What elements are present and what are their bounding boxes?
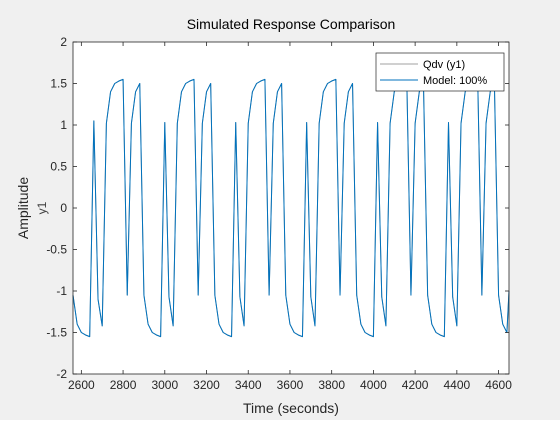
- x-tick-label: 4400: [443, 378, 470, 392]
- x-tick-label: 4000: [360, 378, 387, 392]
- x-axis-label: Time (seconds): [243, 400, 339, 416]
- y-tick-label: -1.5: [46, 326, 67, 340]
- x-axis-ticks: 2600 2800 3000 3200 3400 3600 3800 4000 4200 4400…: [68, 42, 512, 392]
- y-tick-label: 0.5: [50, 160, 67, 174]
- y-tick-label: -2: [56, 367, 67, 381]
- x-tick-label: 4200: [402, 378, 429, 392]
- y-tick-label: 0: [60, 201, 67, 215]
- series-line-model: [72, 78, 510, 338]
- y-axis-label: Amplitude: [15, 177, 31, 239]
- y-tick-label: 1: [60, 118, 67, 132]
- x-tick-label: 3800: [318, 378, 345, 392]
- y-axis-sublabel: y1: [35, 201, 49, 214]
- x-tick-label: 3200: [193, 378, 220, 392]
- legend-label-qdv: Qdv (y1): [423, 59, 465, 71]
- x-tick-label: 3600: [277, 378, 304, 392]
- plot-area: [73, 42, 509, 374]
- series-layer: [72, 78, 510, 338]
- legend-box: [375, 52, 505, 92]
- legend-label-model: Model: 100%: [423, 75, 487, 87]
- chart-title: Simulated Response Comparison: [187, 16, 396, 32]
- x-tick-label: 2600: [68, 378, 95, 392]
- legend: Qdv (y1) Model: 100%: [375, 52, 505, 92]
- x-tick-label: 2800: [110, 378, 137, 392]
- y-tick-label: -0.5: [46, 243, 67, 257]
- x-tick-label: 4600: [485, 378, 512, 392]
- x-tick-label: 3400: [235, 378, 262, 392]
- y-tick-label: 1.5: [50, 77, 67, 91]
- y-tick-label: 2: [60, 35, 67, 49]
- y-axis-ticks: -2 -1.5 -1 -0.5 0 0.5 1 1.5 2: [46, 35, 509, 381]
- y-tick-label: -1: [56, 284, 67, 298]
- x-tick-label: 3000: [151, 378, 178, 392]
